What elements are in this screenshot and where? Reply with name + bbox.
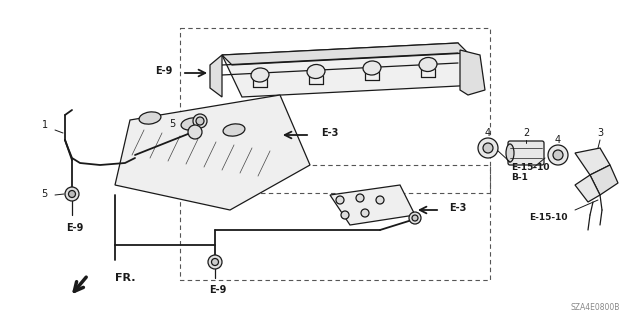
Polygon shape [590, 165, 618, 195]
Circle shape [65, 187, 79, 201]
Circle shape [193, 114, 207, 128]
Text: SZA4E0800B: SZA4E0800B [571, 303, 620, 313]
Text: E-9: E-9 [67, 223, 84, 233]
Text: FR.: FR. [115, 273, 136, 283]
Circle shape [356, 194, 364, 202]
Polygon shape [330, 185, 415, 225]
FancyBboxPatch shape [508, 141, 544, 165]
Text: B-1: B-1 [511, 174, 529, 182]
Text: 2: 2 [523, 128, 529, 138]
Polygon shape [575, 148, 610, 175]
Circle shape [412, 215, 418, 221]
Ellipse shape [307, 64, 325, 78]
Circle shape [336, 196, 344, 204]
Ellipse shape [251, 68, 269, 82]
Ellipse shape [506, 144, 514, 162]
Ellipse shape [419, 57, 437, 71]
Ellipse shape [363, 61, 381, 75]
Ellipse shape [181, 118, 203, 130]
Circle shape [68, 190, 76, 197]
Text: 1: 1 [42, 120, 48, 130]
Circle shape [409, 212, 421, 224]
Text: 5: 5 [41, 189, 47, 199]
Circle shape [341, 211, 349, 219]
Circle shape [188, 125, 202, 139]
Polygon shape [222, 43, 468, 65]
Polygon shape [575, 175, 600, 202]
Text: E-3: E-3 [449, 203, 467, 213]
Ellipse shape [139, 112, 161, 124]
Ellipse shape [223, 124, 245, 136]
Bar [180, 165, 490, 280]
Text: 4: 4 [555, 135, 561, 145]
Text: E-15-10: E-15-10 [511, 164, 549, 173]
Text: 4: 4 [485, 128, 491, 138]
Text: E-9: E-9 [156, 66, 173, 76]
Text: E-3: E-3 [321, 128, 339, 138]
Text: E-9: E-9 [209, 285, 227, 295]
Circle shape [483, 143, 493, 153]
Circle shape [553, 150, 563, 160]
Circle shape [196, 117, 204, 125]
Circle shape [548, 145, 568, 165]
Text: 3: 3 [597, 128, 603, 138]
Bar [180, 28, 490, 193]
Polygon shape [222, 43, 478, 97]
Polygon shape [210, 55, 222, 97]
Circle shape [478, 138, 498, 158]
Circle shape [208, 255, 222, 269]
Circle shape [376, 196, 384, 204]
Polygon shape [115, 95, 310, 210]
Circle shape [361, 209, 369, 217]
Circle shape [211, 258, 218, 265]
Polygon shape [460, 50, 485, 95]
Text: 5: 5 [169, 119, 175, 129]
Text: E-15-10: E-15-10 [529, 213, 567, 222]
